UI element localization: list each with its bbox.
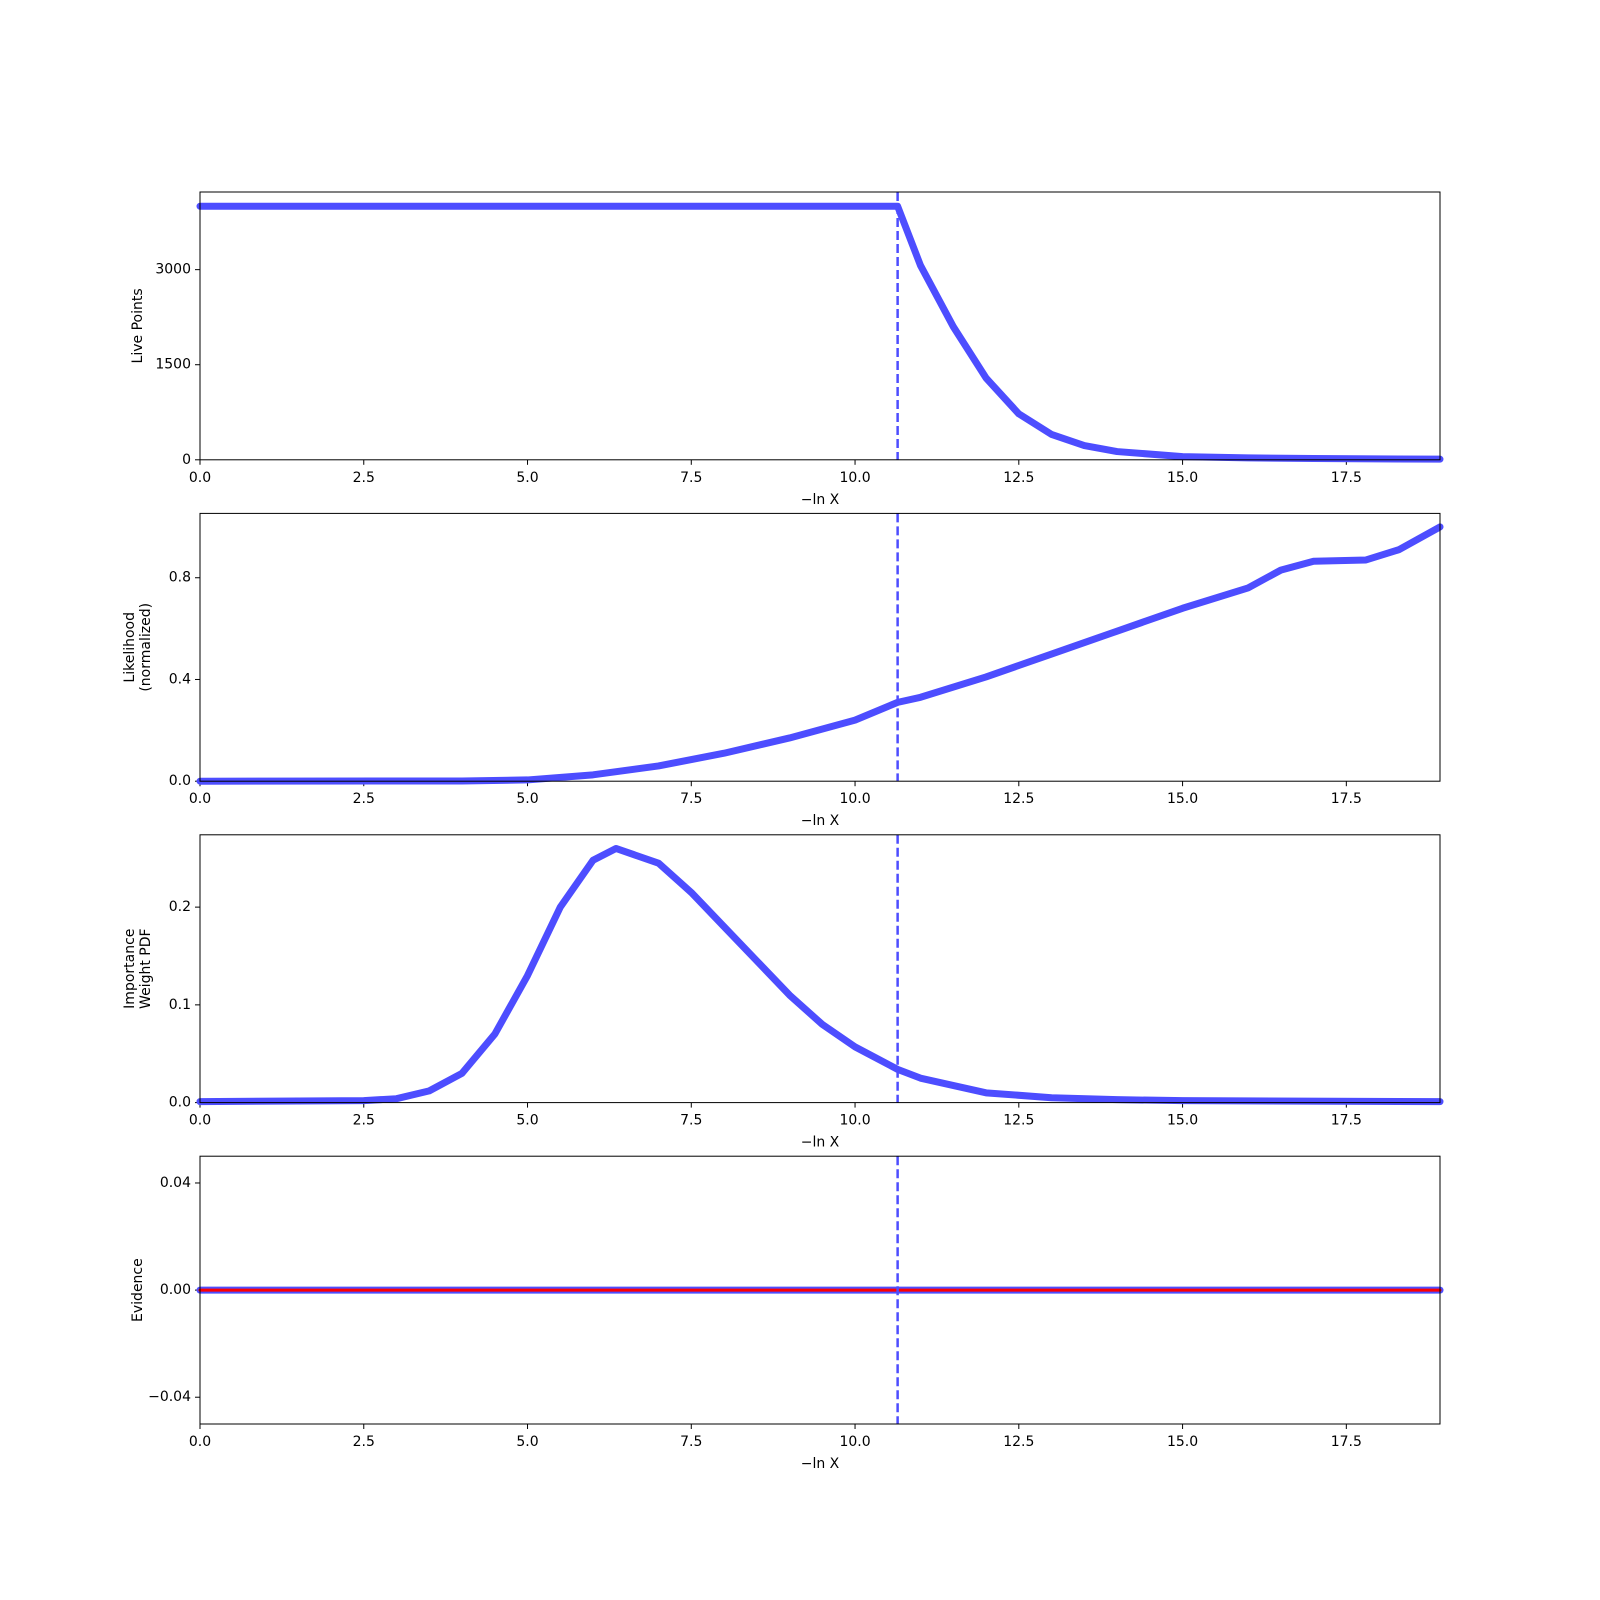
x-tick-label: 15.0 <box>1167 470 1198 486</box>
y-tick-label: −0.04 <box>148 1389 191 1405</box>
x-tick-label: 2.5 <box>353 1434 375 1450</box>
y-axis-label: Weight PDF <box>138 928 154 1009</box>
y-tick-label: 0.0 <box>169 773 191 789</box>
line-series <box>196 844 1444 1106</box>
x-tick-label: 5.0 <box>516 1434 538 1450</box>
x-tick-label: 0.0 <box>189 1113 211 1129</box>
x-tick-label: 12.5 <box>1003 1434 1034 1450</box>
x-tick-label: 15.0 <box>1167 1113 1198 1129</box>
y-tick-label: 0.1 <box>169 997 191 1013</box>
x-tick-label: 0.0 <box>189 1434 211 1450</box>
x-tick-label: 0.0 <box>189 791 211 807</box>
x-tick-label: 2.5 <box>353 1113 375 1129</box>
x-tick-label: 17.5 <box>1331 1113 1362 1129</box>
x-tick-label: 0.0 <box>189 470 211 486</box>
x-tick-label: 7.5 <box>680 1113 702 1129</box>
axes-frame <box>199 1155 1441 1425</box>
axes-frame <box>199 191 1441 461</box>
x-axis-label: −ln X <box>801 1135 840 1151</box>
x-tick-label: 17.5 <box>1331 791 1362 807</box>
x-tick-label: 5.0 <box>516 791 538 807</box>
y-tick-label: 0.04 <box>160 1175 191 1191</box>
x-tick-label: 5.0 <box>516 470 538 486</box>
x-tick-label: 15.0 <box>1167 791 1198 807</box>
y-axis-label: Live Points <box>130 288 146 363</box>
x-tick-label: 15.0 <box>1167 1434 1198 1450</box>
y-tick-label: 0.4 <box>169 671 191 687</box>
y-axis-label: Likelihood <box>122 612 138 683</box>
y-tick-label: 0.2 <box>169 899 191 915</box>
x-tick-label: 10.0 <box>839 470 870 486</box>
x-tick-label: 10.0 <box>839 791 870 807</box>
x-tick-label: 17.5 <box>1331 1434 1362 1450</box>
x-tick-label: 5.0 <box>516 1113 538 1129</box>
x-axis-label: −ln X <box>801 1456 840 1472</box>
y-axis-label: Importance <box>122 929 138 1009</box>
x-axis-label: −ln X <box>801 813 840 829</box>
y-tick-label: 0.0 <box>169 1095 191 1111</box>
y-tick-label: 0.8 <box>169 570 191 586</box>
x-tick-label: 7.5 <box>680 470 702 486</box>
x-tick-label: 10.0 <box>839 1434 870 1450</box>
y-tick-label: 0 <box>182 452 191 468</box>
x-tick-label: 7.5 <box>680 791 702 807</box>
x-tick-label: 10.0 <box>839 1113 870 1129</box>
x-tick-label: 2.5 <box>353 791 375 807</box>
y-axis-label: Evidence <box>130 1258 146 1322</box>
y-tick-label: 3000 <box>155 262 191 278</box>
x-axis-label: −ln X <box>801 492 840 508</box>
y-axis-label: (normalized) <box>138 603 154 692</box>
x-tick-label: 7.5 <box>680 1434 702 1450</box>
x-tick-label: 12.5 <box>1003 1113 1034 1129</box>
axes-frame <box>199 834 1441 1104</box>
x-tick-label: 12.5 <box>1003 791 1034 807</box>
x-tick-label: 2.5 <box>353 470 375 486</box>
axes-frame <box>199 512 1441 782</box>
y-tick-label: 0.00 <box>160 1282 191 1298</box>
x-tick-label: 17.5 <box>1331 470 1362 486</box>
y-tick-label: 1500 <box>155 357 191 373</box>
line-series <box>196 202 1444 463</box>
line-series <box>196 523 1444 785</box>
x-tick-label: 12.5 <box>1003 470 1034 486</box>
